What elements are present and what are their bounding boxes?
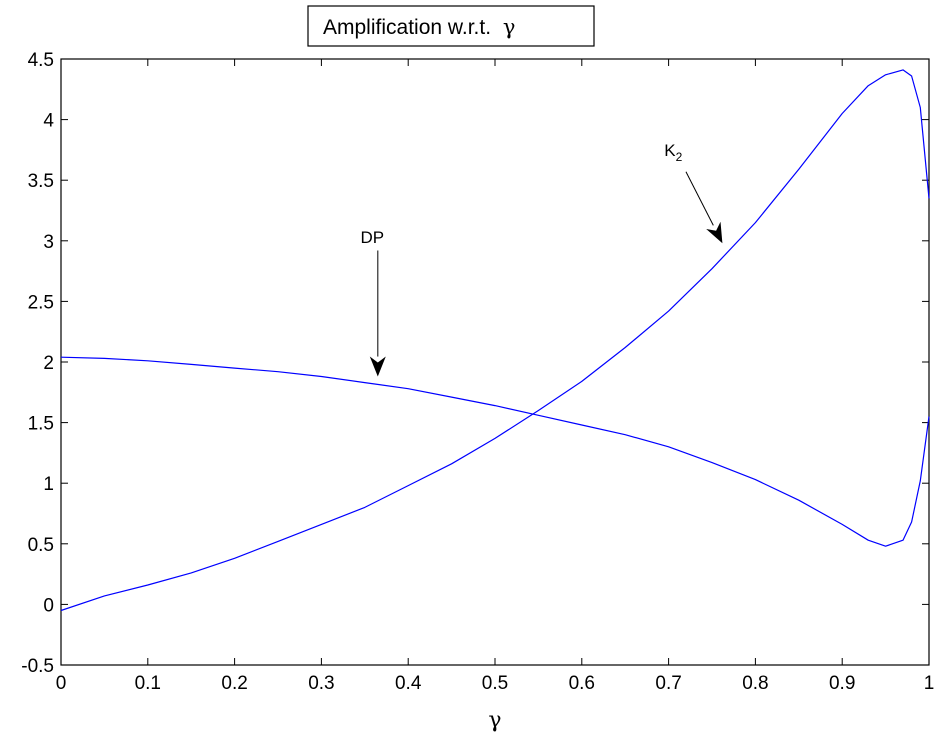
y-tick-label: -0.5 [21,656,54,677]
x-tick-label: 1 [924,673,935,694]
x-tick-label: 0.7 [655,673,681,694]
annotation-label: DP [360,228,384,247]
y-tick-label: 0 [43,595,54,616]
x-tick-label: 0.9 [829,673,855,694]
title-symbol: γ [503,15,516,39]
x-tick-label: 0.3 [308,673,334,694]
y-tick-label: 3 [43,232,54,253]
x-tick-label: 0.8 [742,673,768,694]
annotation-arrow-shaft [685,171,714,226]
y-tick-label: 1 [43,474,54,495]
x-axis-ticks: 0 0.1 0.2 0.3 0.4 0.5 0.6 0.7 0.8 0.9 1 [56,59,935,694]
annotation-arrow-head [706,221,723,244]
y-tick-label: 3.5 [28,171,54,192]
title-text: Amplification w.r.t. γ [323,15,515,39]
y-tick-label: 4.5 [28,50,54,71]
annotation-subscript: 2 [676,150,683,164]
x-tick-label: 0.2 [221,673,247,694]
x-tick-label: 0.6 [569,673,595,694]
x-tick-label: 0.1 [135,673,161,694]
annotation-arrow-head [369,356,386,377]
y-tick-label: 2.5 [28,292,54,313]
series-line-1 [60,69,930,612]
annotation-layer: K2 DP [360,141,723,377]
y-tick-label: 4 [43,111,54,132]
annotation-label: K2 [664,141,682,164]
y-tick-label: 1.5 [28,414,54,435]
y-tick-label: 0.5 [28,535,54,556]
plot-area [60,58,930,666]
annotation-2: DP [360,228,386,377]
series-layer [60,69,930,612]
series-line-2 [60,356,930,547]
annotation-text: K [664,141,676,160]
annotation-1: K2 [664,141,723,244]
x-tick-label: 0.5 [482,673,508,694]
y-axis-ticks: -0.5 0 0.5 1 1.5 2 2.5 3 3.5 4 4.5 [21,50,929,677]
x-axis-label: γ [488,708,501,733]
x-tick-label: 0.4 [395,673,422,694]
annotation-text: DP [360,228,384,247]
title-box [307,5,595,47]
x-tick-label: 0 [56,673,67,694]
y-tick-label: 2 [43,353,54,374]
title-main: Amplification w.r.t. [323,16,491,39]
chart-title: Amplification w.r.t. γ [307,5,595,47]
